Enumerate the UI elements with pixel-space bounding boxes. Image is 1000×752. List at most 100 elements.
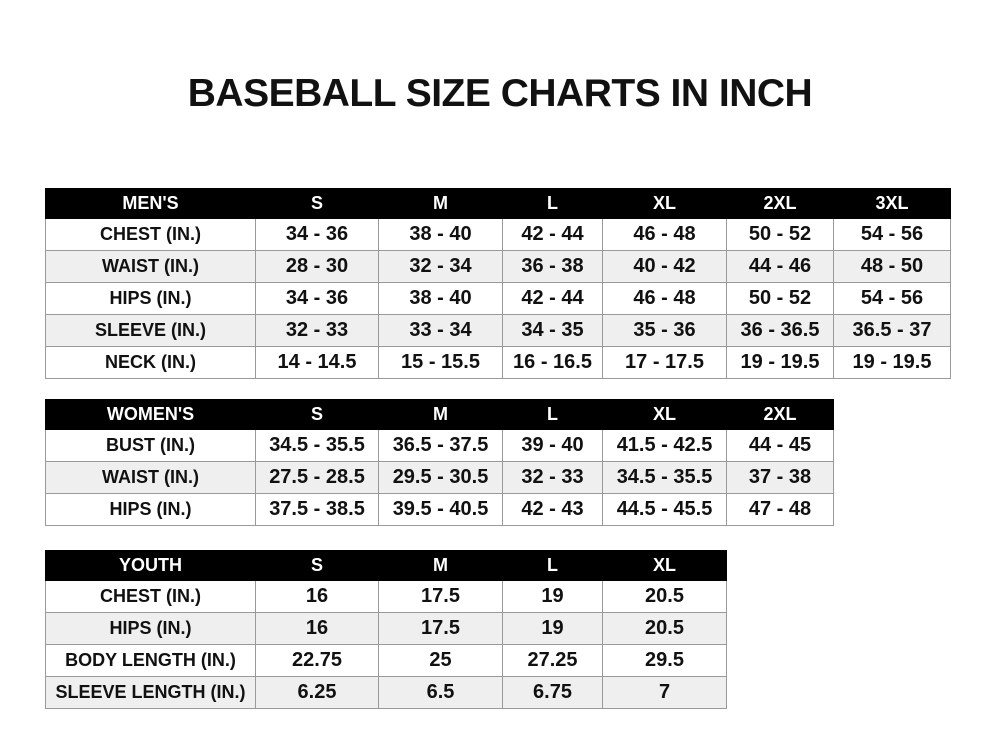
size-column-header: XL bbox=[602, 188, 727, 219]
size-value-cell: 44 - 46 bbox=[726, 250, 834, 283]
size-value-cell: 42 - 44 bbox=[502, 218, 603, 251]
size-value-cell: 54 - 56 bbox=[833, 282, 951, 315]
measurement-label: NECK (IN.) bbox=[45, 346, 256, 379]
size-value-cell: 54 - 56 bbox=[833, 218, 951, 251]
size-column-header: 2XL bbox=[726, 399, 834, 430]
size-value-cell: 35 - 36 bbox=[602, 314, 727, 347]
size-value-cell: 34 - 36 bbox=[255, 218, 379, 251]
size-value-cell: 7 bbox=[602, 676, 727, 709]
measurement-label: SLEEVE LENGTH (IN.) bbox=[45, 676, 256, 709]
table-category-header: WOMEN'S bbox=[45, 399, 256, 430]
measurement-label: SLEEVE (IN.) bbox=[45, 314, 256, 347]
table-row: CHEST (IN.) 34 - 36 38 - 40 42 - 44 46 - 48 5… bbox=[45, 218, 951, 251]
size-column-header: S bbox=[255, 399, 379, 430]
size-value-cell: 32 - 34 bbox=[378, 250, 503, 283]
size-value-cell: 50 - 52 bbox=[726, 218, 834, 251]
size-column-header: L bbox=[502, 550, 603, 581]
size-column-header: L bbox=[502, 188, 603, 219]
size-column-header: XL bbox=[602, 550, 727, 581]
size-value-cell: 40 - 42 bbox=[602, 250, 727, 283]
measurement-label: BODY LENGTH (IN.) bbox=[45, 644, 256, 677]
measurement-label: WAIST (IN.) bbox=[45, 250, 256, 283]
size-value-cell: 6.25 bbox=[255, 676, 379, 709]
table-row: WAIST (IN.) 27.5 - 28.5 29.5 - 30.5 32 - 33… bbox=[45, 461, 834, 494]
size-value-cell: 37 - 38 bbox=[726, 461, 834, 494]
size-value-cell: 14 - 14.5 bbox=[255, 346, 379, 379]
size-value-cell: 27.5 - 28.5 bbox=[255, 461, 379, 494]
size-value-cell: 34 - 35 bbox=[502, 314, 603, 347]
size-value-cell: 19 - 19.5 bbox=[833, 346, 951, 379]
size-value-cell: 50 - 52 bbox=[726, 282, 834, 315]
measurement-label: HIPS (IN.) bbox=[45, 493, 256, 526]
size-value-cell: 19 bbox=[502, 612, 603, 645]
size-value-cell: 44.5 - 45.5 bbox=[602, 493, 727, 526]
size-value-cell: 38 - 40 bbox=[378, 282, 503, 315]
size-value-cell: 19 - 19.5 bbox=[726, 346, 834, 379]
size-value-cell: 6.75 bbox=[502, 676, 603, 709]
size-value-cell: 19 bbox=[502, 580, 603, 613]
size-column-header: XL bbox=[602, 399, 727, 430]
size-value-cell: 32 - 33 bbox=[502, 461, 603, 494]
page-title: BASEBALL SIZE CHARTS IN INCH bbox=[187, 72, 813, 115]
size-value-cell: 38 - 40 bbox=[378, 218, 503, 251]
size-value-cell: 22.75 bbox=[255, 644, 379, 677]
size-value-cell: 46 - 48 bbox=[602, 282, 727, 315]
table-row: CHEST (IN.) 16 17.5 19 20.5 bbox=[45, 580, 727, 613]
table-row: HIPS (IN.) 34 - 36 38 - 40 42 - 44 46 - 48 50… bbox=[45, 282, 951, 315]
size-column-header: 3XL bbox=[833, 188, 951, 219]
size-column-header: S bbox=[255, 550, 379, 581]
table-row: HIPS (IN.) 16 17.5 19 20.5 bbox=[45, 612, 727, 645]
youth-size-table: YOUTH S M L XL CHEST (IN.) 16 17.5 19 20.5 HIPS (I… bbox=[45, 550, 727, 709]
size-value-cell: 17.5 bbox=[378, 580, 503, 613]
size-value-cell: 36.5 - 37 bbox=[833, 314, 951, 347]
measurement-label: CHEST (IN.) bbox=[45, 218, 256, 251]
size-value-cell: 34 - 36 bbox=[255, 282, 379, 315]
size-value-cell: 48 - 50 bbox=[833, 250, 951, 283]
size-value-cell: 42 - 44 bbox=[502, 282, 603, 315]
size-value-cell: 25 bbox=[378, 644, 503, 677]
table-row: SLEEVE (IN.) 32 - 33 33 - 34 34 - 35 35 - 36… bbox=[45, 314, 951, 347]
size-value-cell: 17.5 bbox=[378, 612, 503, 645]
measurement-label: BUST (IN.) bbox=[45, 429, 256, 462]
size-column-header: 2XL bbox=[726, 188, 834, 219]
size-value-cell: 42 - 43 bbox=[502, 493, 603, 526]
table-row: WAIST (IN.) 28 - 30 32 - 34 36 - 38 40 - 42 4… bbox=[45, 250, 951, 283]
women-size-table: WOMEN'S S M L XL 2XL BUST (IN.) 34.5 - 35.5 36.5… bbox=[45, 399, 834, 526]
size-column-header: M bbox=[378, 188, 503, 219]
table-row: NECK (IN.) 14 - 14.5 15 - 15.5 16 - 16.5 17 … bbox=[45, 346, 951, 379]
table-row: HIPS (IN.) 37.5 - 38.5 39.5 - 40.5 42 - 43 4… bbox=[45, 493, 834, 526]
size-value-cell: 28 - 30 bbox=[255, 250, 379, 283]
size-column-header: M bbox=[378, 550, 503, 581]
size-value-cell: 39.5 - 40.5 bbox=[378, 493, 503, 526]
header-row: YOUTH S M L XL bbox=[45, 550, 727, 581]
table-category-header: MEN'S bbox=[45, 188, 256, 219]
header-row: MEN'S S M L XL 2XL 3XL bbox=[45, 188, 951, 219]
size-value-cell: 17 - 17.5 bbox=[602, 346, 727, 379]
size-value-cell: 29.5 - 30.5 bbox=[378, 461, 503, 494]
table-row: SLEEVE LENGTH (IN.) 6.25 6.5 6.75 7 bbox=[45, 676, 727, 709]
size-value-cell: 34.5 - 35.5 bbox=[255, 429, 379, 462]
size-column-header: S bbox=[255, 188, 379, 219]
size-value-cell: 37.5 - 38.5 bbox=[255, 493, 379, 526]
size-value-cell: 16 bbox=[255, 580, 379, 613]
size-value-cell: 16 bbox=[255, 612, 379, 645]
measurement-label: CHEST (IN.) bbox=[45, 580, 256, 613]
size-column-header: L bbox=[502, 399, 603, 430]
measurement-label: WAIST (IN.) bbox=[45, 461, 256, 494]
header-row: WOMEN'S S M L XL 2XL bbox=[45, 399, 834, 430]
size-column-header: M bbox=[378, 399, 503, 430]
size-value-cell: 41.5 - 42.5 bbox=[602, 429, 727, 462]
size-value-cell: 36 - 38 bbox=[502, 250, 603, 283]
size-value-cell: 34.5 - 35.5 bbox=[602, 461, 727, 494]
measurement-label: HIPS (IN.) bbox=[45, 612, 256, 645]
size-value-cell: 36.5 - 37.5 bbox=[378, 429, 503, 462]
measurement-label: HIPS (IN.) bbox=[45, 282, 256, 315]
size-value-cell: 20.5 bbox=[602, 612, 727, 645]
size-value-cell: 39 - 40 bbox=[502, 429, 603, 462]
table-row: BODY LENGTH (IN.) 22.75 25 27.25 29.5 bbox=[45, 644, 727, 677]
men-size-table: MEN'S S M L XL 2XL 3XL CHEST (IN.) 34 - 36 38 - 4… bbox=[45, 188, 951, 379]
size-value-cell: 6.5 bbox=[378, 676, 503, 709]
size-value-cell: 16 - 16.5 bbox=[502, 346, 603, 379]
table-category-header: YOUTH bbox=[45, 550, 256, 581]
size-value-cell: 44 - 45 bbox=[726, 429, 834, 462]
